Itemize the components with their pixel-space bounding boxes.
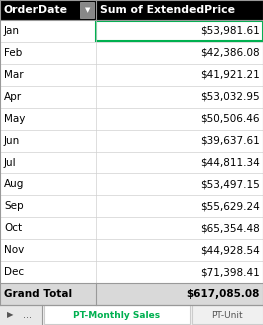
Text: Oct: Oct [4,223,22,233]
Text: Nov: Nov [4,245,24,255]
Bar [0,195,263,217]
Text: Sep: Sep [4,202,24,211]
Text: $53,981.61: $53,981.61 [200,26,260,36]
Bar [0,239,263,261]
Text: Dec: Dec [4,267,24,277]
Text: $44,811.34: $44,811.34 [200,158,260,167]
Text: $53,032.95: $53,032.95 [200,92,260,102]
Text: $44,928.54: $44,928.54 [200,245,260,255]
Text: $41,921.21: $41,921.21 [200,70,260,80]
Text: Feb: Feb [4,48,22,58]
Text: Aug: Aug [4,179,24,189]
Bar [0,217,263,239]
Text: PT-Monthly Sales: PT-Monthly Sales [73,310,161,319]
Bar [0,108,263,130]
Text: $50,506.46: $50,506.46 [200,114,260,124]
Text: Jan: Jan [4,26,20,36]
Text: ▼: ▼ [85,7,91,13]
Bar [0,283,263,305]
Text: $55,629.24: $55,629.24 [200,202,260,211]
Bar [0,151,263,174]
Bar [0,305,42,325]
Text: PT-Unit: PT-Unit [211,310,242,319]
Text: $617,085.08: $617,085.08 [187,289,260,299]
Text: May: May [4,114,25,124]
Text: $39,637.61: $39,637.61 [200,136,260,146]
Text: Apr: Apr [4,92,22,102]
Text: Grand Total: Grand Total [4,289,72,299]
Bar [0,174,263,195]
Bar [0,305,263,325]
Text: $65,354.48: $65,354.48 [200,223,260,233]
Bar [0,64,263,86]
Bar [44,305,190,324]
Text: Jun: Jun [4,136,20,146]
Text: Mar: Mar [4,70,24,80]
Bar [97,20,262,41]
Bar [0,261,263,283]
Text: $42,386.08: $42,386.08 [200,48,260,58]
Bar [0,130,263,151]
Bar [192,305,263,324]
Bar [0,20,263,42]
Bar [0,42,263,64]
Text: Jul: Jul [4,158,17,167]
Text: OrderDate: OrderDate [4,5,68,15]
Text: Sum of ExtendedPrice: Sum of ExtendedPrice [100,5,235,15]
Text: $71,398.41: $71,398.41 [200,267,260,277]
Text: ▶: ▶ [7,310,13,319]
Text: $53,497.15: $53,497.15 [200,179,260,189]
Bar [0,86,263,108]
Bar [80,2,94,18]
Text: ...: ... [23,310,33,320]
Bar [0,0,263,20]
